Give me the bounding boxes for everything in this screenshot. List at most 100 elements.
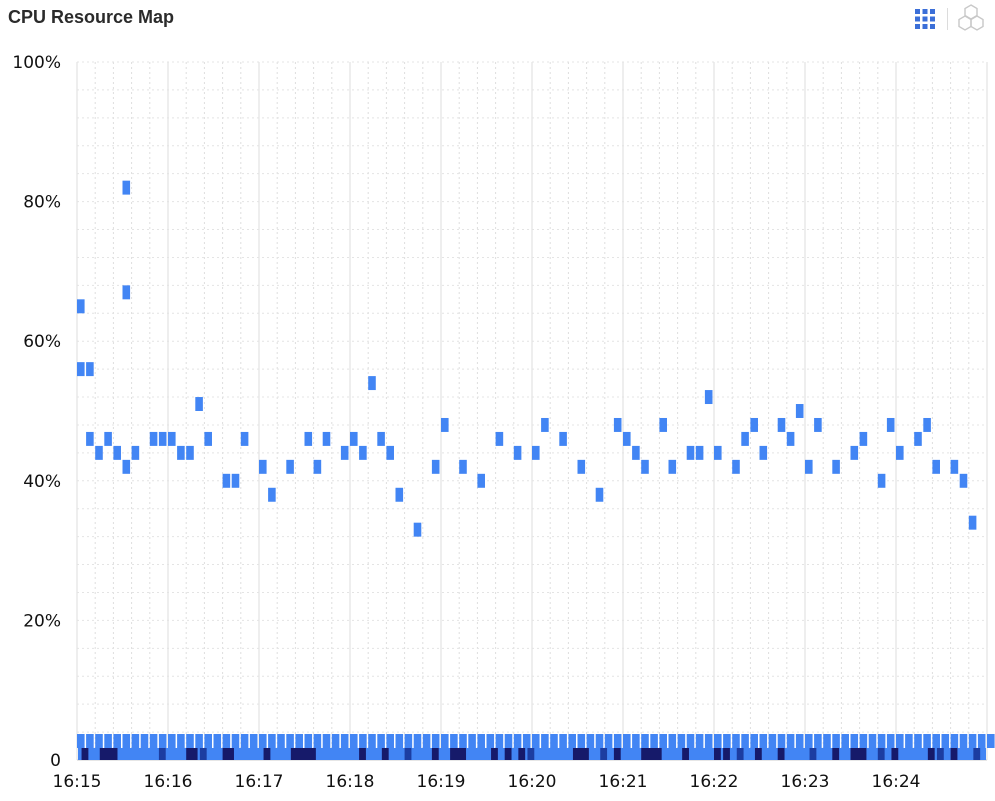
- heatmap-cell: [859, 734, 868, 748]
- heatmap-cell: [459, 734, 467, 748]
- x-tick-label: 16:24: [872, 772, 921, 792]
- heatmap-cell: [577, 734, 586, 748]
- heatmap-cell: [595, 734, 604, 748]
- heatmap-cell: [659, 417, 667, 432]
- heatmap-cell: [168, 431, 176, 446]
- heatmap-cell: [577, 748, 585, 760]
- heatmap-cell: [805, 459, 813, 474]
- heatmap-cell: [227, 748, 234, 760]
- heatmap-cell: [309, 748, 316, 760]
- heatmap-cell: [231, 734, 240, 748]
- heatmap-cell: [368, 734, 376, 748]
- heatmap-cell: [896, 445, 904, 460]
- heatmap-cell: [140, 734, 149, 748]
- heatmap-cell: [987, 734, 995, 748]
- heatmap-cell: [741, 431, 749, 446]
- heatmap-cell: [582, 748, 589, 760]
- heatmap-cell: [149, 734, 158, 748]
- chart-title: CPU Resource Map: [8, 7, 175, 27]
- heatmap-cell: [977, 734, 986, 748]
- heatmap-cell: [814, 734, 822, 748]
- x-tick-label: 16:23: [781, 772, 830, 792]
- heatmap-cell: [350, 734, 358, 748]
- heatmap-cell: [795, 734, 804, 748]
- heatmap-cell: [968, 734, 977, 748]
- heatmap-cell: [668, 459, 677, 474]
- heatmap-cell: [504, 734, 513, 748]
- heatmap-cell: [322, 431, 331, 446]
- heatmap-cell: [941, 734, 950, 748]
- heatmap-cell: [491, 748, 498, 760]
- heatmap-cell: [304, 431, 313, 446]
- heatmap-cell: [190, 748, 198, 760]
- chart-gridlines: [76, 61, 988, 761]
- heatmap-cell: [158, 431, 167, 446]
- heatmap-cell: [632, 445, 640, 460]
- x-tick-label: 16:15: [53, 772, 102, 792]
- heatmap-cell: [240, 431, 249, 446]
- heatmap-cell: [959, 473, 968, 488]
- heatmap-cell: [359, 734, 367, 748]
- heatmap-cell: [122, 180, 131, 195]
- heatmap-cell: [832, 734, 840, 748]
- heatmap-cell: [613, 748, 621, 760]
- heatmap-cell: [459, 459, 467, 474]
- x-tick-label: 16:22: [690, 772, 739, 792]
- heatmap-cell: [927, 748, 935, 760]
- heatmap-cell: [754, 748, 762, 760]
- heatmap-cell: [736, 748, 744, 760]
- y-tick-label: 20%: [23, 611, 61, 631]
- heatmap-bottom-row: [77, 734, 995, 760]
- heatmap-cell: [914, 734, 922, 748]
- hexagon-view-icon[interactable]: [955, 3, 987, 35]
- grid-view-icon[interactable]: [914, 8, 936, 30]
- heatmap-cell: [377, 734, 385, 748]
- heatmap-cell: [750, 417, 758, 432]
- heatmap-cell: [896, 734, 904, 748]
- heatmap-cell: [777, 417, 786, 432]
- heatmap-cell: [504, 748, 512, 760]
- heatmap-cell: [441, 734, 449, 748]
- heatmap-cell: [359, 445, 367, 460]
- heatmap-cell: [572, 748, 580, 760]
- heatmap-cell: [559, 734, 567, 748]
- heatmap-cell: [340, 445, 349, 460]
- heatmap-cell: [122, 285, 131, 300]
- heatmap-cell: [786, 734, 795, 748]
- heatmap-cell: [809, 748, 817, 760]
- heatmap-cell: [632, 734, 640, 748]
- heatmap-cell: [650, 748, 658, 760]
- heatmap-cell: [623, 734, 631, 748]
- heatmap-cell: [923, 734, 931, 748]
- heatmap-cell: [973, 748, 981, 760]
- heatmap-cell: [714, 445, 722, 460]
- heatmap-cell: [259, 734, 267, 748]
- heatmap-cell: [177, 445, 185, 460]
- heatmap-cell: [577, 459, 586, 474]
- heatmap-cell: [695, 445, 704, 460]
- heatmap-cell: [86, 734, 94, 748]
- heatmap-cell: [77, 299, 85, 314]
- heatmap-cell: [431, 459, 440, 474]
- x-tick-label: 16:20: [508, 772, 557, 792]
- heatmap-cell: [859, 431, 868, 446]
- heatmap-cell: [732, 734, 740, 748]
- heatmap-cell: [77, 734, 85, 748]
- heatmap-cell: [395, 487, 404, 502]
- heatmap-cell: [932, 734, 940, 748]
- heatmap-cell: [750, 734, 758, 748]
- heatmap-cell: [240, 734, 249, 748]
- heatmap-cell: [313, 459, 322, 474]
- heatmap-cell: [732, 459, 740, 474]
- heatmap-cell: [86, 362, 94, 377]
- heatmap-cell: [850, 445, 859, 460]
- heatmap-cell: [158, 734, 167, 748]
- heatmap-cell: [231, 473, 240, 488]
- heatmap-cell: [613, 734, 622, 748]
- heatmap-cell: [413, 522, 422, 537]
- heatmap-cell: [404, 748, 412, 760]
- heatmap-cell: [304, 748, 312, 760]
- heatmap-cell: [855, 748, 862, 760]
- heatmap-cell: [891, 748, 899, 760]
- heatmap-cell: [413, 734, 422, 748]
